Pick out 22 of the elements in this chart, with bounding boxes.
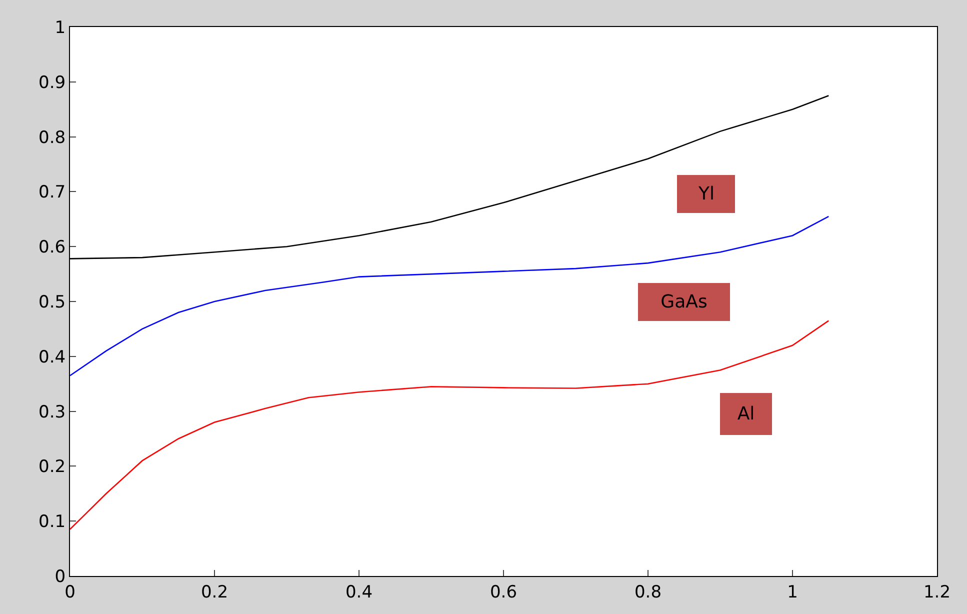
- y-tick-label: 0.7: [38, 182, 66, 203]
- line-series: [70, 320, 830, 530]
- x-tick-label: 0.8: [634, 582, 662, 602]
- y-tick-label: 0.6: [38, 238, 66, 258]
- x-tick-label: 1: [787, 582, 798, 602]
- x-tick-label: 1.2: [923, 582, 951, 602]
- x-tick-label: 0.2: [200, 582, 228, 602]
- y-tick-label: 1: [54, 18, 66, 38]
- y-tick-label: 0.8: [38, 128, 66, 148]
- y-tick-label: 0.1: [38, 512, 66, 532]
- text: Al: [737, 404, 755, 424]
- line-series: [70, 216, 830, 376]
- series-label: GaAs: [660, 292, 708, 312]
- x-tick-label: 0.6: [490, 582, 518, 602]
- y-tick-label: 0.4: [38, 347, 66, 368]
- y-tick-label: 0.9: [38, 72, 66, 93]
- y-tick-label: 0: [54, 566, 66, 587]
- y-tick-label: 0.3: [38, 402, 66, 422]
- y-tick-label: 0.5: [38, 292, 66, 312]
- y-tick-label: 0.2: [38, 457, 66, 478]
- x-tick-label: 0.4: [345, 582, 373, 602]
- text: Yl: [698, 184, 714, 204]
